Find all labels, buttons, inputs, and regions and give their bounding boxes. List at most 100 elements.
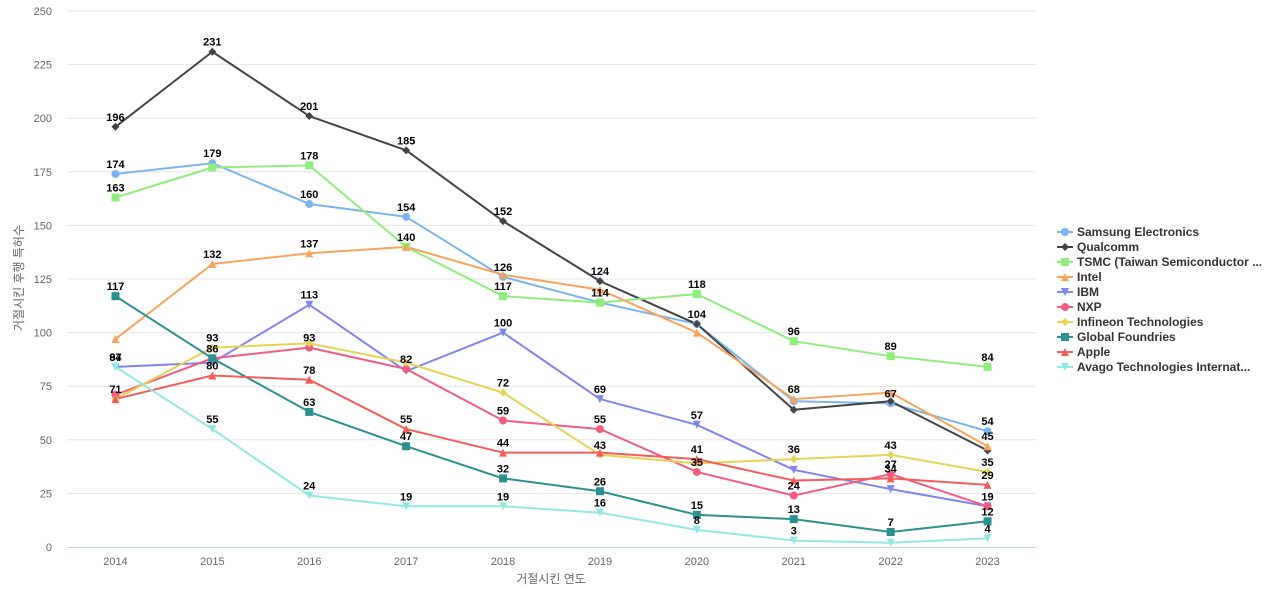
y-tick-label: 100 [34, 328, 52, 340]
data-label: 231 [203, 37, 221, 49]
legend-marker-icon [1057, 347, 1073, 356]
legend-item-avago-technologies-internat[interactable]: Avago Technologies Internat... [1056, 359, 1276, 374]
legend-marker-icon [1057, 332, 1073, 341]
y-tick-label: 150 [34, 220, 52, 232]
legend-symbol-icon [1061, 242, 1069, 251]
data-point [692, 455, 701, 464]
data-point [595, 285, 604, 294]
data-label: 114 [591, 288, 610, 300]
legend-symbol-icon [1061, 287, 1069, 296]
legend-symbol-icon [1061, 317, 1069, 326]
data-label: 163 [106, 183, 124, 195]
data-point [886, 388, 895, 397]
data-label: 44 [497, 438, 510, 450]
data-point [402, 242, 411, 251]
series-markers [111, 47, 992, 547]
data-point [983, 362, 992, 371]
data-point [983, 427, 992, 436]
data-point [111, 169, 120, 178]
x-tick-label: 2018 [491, 556, 515, 568]
data-label: 67 [885, 388, 897, 400]
legend-marker-icon [1057, 257, 1073, 266]
legend-item-ibm[interactable]: IBM [1056, 284, 1276, 299]
legend-symbol-icon [1061, 272, 1069, 281]
data-label: 160 [300, 189, 318, 201]
data-point [305, 407, 314, 416]
data-point [499, 416, 508, 425]
data-label: 140 [397, 232, 415, 244]
data-label: 57 [691, 410, 703, 422]
data-point [111, 390, 120, 399]
legend-symbol-icon [1061, 227, 1069, 236]
data-label: 178 [300, 150, 318, 162]
legend-label: Infineon Technologies [1077, 314, 1204, 329]
data-point [692, 320, 701, 329]
data-labels: 1741791601541261141046754196231201185152… [106, 37, 994, 538]
data-point [983, 467, 992, 476]
data-point [208, 343, 217, 352]
data-label: 35 [691, 457, 703, 469]
data-point [886, 474, 895, 483]
data-point [208, 163, 217, 172]
data-point [692, 290, 701, 299]
data-label: 137 [300, 238, 318, 250]
legend-item-infineon-technologies[interactable]: Infineon Technologies [1056, 314, 1276, 329]
legend-marker-icon [1057, 287, 1073, 296]
data-point [886, 470, 895, 479]
y-tick-label: 50 [40, 435, 52, 447]
data-label: 12 [981, 506, 993, 518]
data-point [208, 354, 217, 363]
data-point [886, 450, 895, 459]
data-label: 35 [981, 457, 993, 469]
data-label: 84 [109, 352, 122, 364]
data-label: 179 [203, 148, 221, 160]
legend-item-samsung-electronics[interactable]: Samsung Electronics [1056, 224, 1276, 239]
data-label: 7 [888, 517, 894, 529]
data-point [886, 352, 895, 361]
data-point [499, 448, 508, 457]
data-point [692, 467, 701, 476]
legend-item-nxp[interactable]: NXP [1056, 299, 1276, 314]
data-label: 78 [303, 365, 315, 377]
data-point [111, 292, 120, 301]
data-point [886, 527, 895, 536]
series-line-infineon-technologies [114, 342, 989, 473]
data-label: 113 [300, 290, 318, 302]
data-label: 4 [984, 523, 991, 535]
data-point [402, 502, 411, 511]
data-label: 55 [400, 414, 412, 426]
data-label: 201 [300, 101, 318, 113]
data-label: 132 [203, 249, 221, 261]
data-label: 26 [594, 476, 606, 488]
data-label: 152 [494, 206, 512, 218]
series-line-avago-technologies-internat [114, 365, 989, 544]
legend-item-global-foundries[interactable]: Global Foundries [1056, 329, 1276, 344]
legend-item-qualcomm[interactable]: Qualcomm [1056, 239, 1276, 254]
data-point [305, 199, 314, 208]
data-point [983, 480, 992, 489]
data-point [595, 395, 604, 404]
legend-item-apple[interactable]: Apple [1056, 344, 1276, 359]
data-label: 36 [788, 444, 800, 456]
data-point [111, 122, 120, 131]
data-point [692, 328, 701, 337]
data-point [111, 395, 120, 404]
data-label: 45 [981, 431, 993, 443]
legend-item-intel[interactable]: Intel [1056, 269, 1276, 284]
data-point [886, 397, 895, 406]
series-line-tsmc-taiwan-semiconductor [114, 164, 989, 368]
y-tick-label: 250 [34, 6, 52, 18]
y-tick-label: 0 [46, 542, 52, 554]
data-label: 24 [303, 481, 316, 493]
x-tick-label: 2020 [685, 556, 709, 568]
legend-symbol-icon [1061, 362, 1069, 371]
data-label: 43 [594, 440, 606, 452]
data-label: 19 [400, 491, 412, 503]
data-point [983, 534, 992, 543]
legend-marker-icon [1057, 362, 1073, 371]
data-point [789, 465, 798, 474]
x-tick-label: 2015 [200, 556, 224, 568]
legend-item-tsmc-taiwan-semiconductor[interactable]: TSMC (Taiwan Semiconductor ... [1056, 254, 1276, 269]
legend: Samsung Electronics Qualcomm TSMC (Taiwan … [1056, 224, 1276, 374]
data-point [789, 405, 798, 414]
